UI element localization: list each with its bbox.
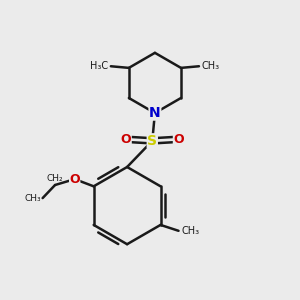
Text: CH₃: CH₃ (24, 194, 41, 202)
Text: CH₃: CH₃ (181, 226, 199, 236)
Text: S: S (147, 134, 157, 148)
Text: H₃C: H₃C (90, 61, 108, 71)
Text: O: O (121, 133, 131, 146)
Text: CH₂: CH₂ (47, 174, 63, 183)
Text: O: O (69, 172, 80, 186)
Text: O: O (173, 133, 184, 146)
Text: N: N (149, 106, 161, 120)
Text: CH₃: CH₃ (202, 61, 220, 71)
